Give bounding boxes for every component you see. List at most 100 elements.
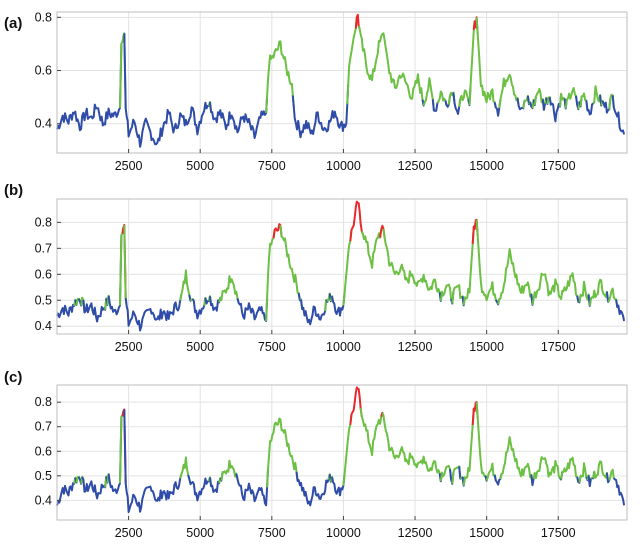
series-line-segment [179, 269, 192, 301]
series-line-segment [531, 272, 580, 306]
series-line-segment [179, 456, 191, 480]
x-tick-label: 15000 [469, 159, 504, 173]
x-tick-label: 7500 [258, 526, 286, 540]
series-line-segment [82, 298, 108, 323]
series-line-segment [458, 466, 462, 480]
series-line-segment [615, 299, 626, 322]
series-line-segment [349, 386, 363, 425]
y-tick-label: 0.5 [35, 469, 52, 483]
x-tick-label: 10000 [326, 340, 361, 354]
panel-label: (c) [4, 369, 22, 386]
series-line-segment [548, 93, 563, 123]
series-line-segment [187, 474, 211, 502]
plot-frame [56, 11, 628, 154]
series-line-segment [499, 436, 534, 486]
plot-frame [56, 384, 628, 521]
series-line-segment [382, 228, 442, 302]
series-line-segment [462, 408, 475, 486]
y-tick-label: 0.5 [35, 293, 52, 307]
series-line-segment [436, 90, 448, 106]
series-line-segment [123, 224, 128, 307]
series-line-segment [56, 299, 77, 319]
series-line-segment [191, 297, 207, 320]
x-tick-label: 5000 [186, 340, 214, 354]
series-line-segment [349, 200, 364, 242]
series-line-segment [560, 456, 580, 483]
series-line-segment [587, 475, 593, 488]
series-line-segment [331, 473, 346, 497]
series-line-segment [56, 477, 77, 506]
series-line-segment [291, 84, 350, 139]
y-tick-label: 0.8 [35, 10, 52, 24]
series-line-segment [497, 248, 534, 306]
series-line-segment [279, 224, 301, 301]
series-line-segment [81, 476, 108, 500]
series-line-segment [357, 25, 425, 106]
x-tick-label: 15000 [469, 526, 504, 540]
x-tick-label: 2500 [115, 159, 143, 173]
x-tick-label: 17500 [541, 340, 576, 354]
series-line-segment [381, 412, 442, 482]
series-line-segment [119, 411, 125, 484]
x-tick-label: 15000 [469, 340, 504, 354]
y-tick-label: 0.4 [35, 319, 52, 333]
series-line-segment [209, 477, 222, 493]
x-tick-label: 12500 [398, 526, 433, 540]
y-tick-label: 0.4 [35, 493, 52, 507]
series-line-segment [209, 96, 269, 139]
series-line-segment [295, 471, 331, 507]
series-line-segment [439, 283, 454, 304]
series-line-segment [578, 280, 591, 307]
series-line-segment [360, 229, 383, 269]
x-tick-label: 12500 [398, 340, 433, 354]
series-line-segment [300, 299, 328, 326]
series-line-segment [585, 100, 596, 116]
series-line-segment [588, 278, 610, 307]
series-line-segment [439, 464, 453, 482]
series-line-segment [218, 275, 240, 303]
series-line-segment [578, 462, 589, 483]
series-line-segment [458, 89, 471, 107]
series-line-segment [498, 73, 520, 109]
series-line-segment [107, 416, 123, 495]
series-line-segment [475, 219, 498, 303]
series-line-segment [342, 229, 353, 306]
series-line-segment [209, 296, 222, 312]
series-line-segment [462, 226, 475, 306]
series-line-segment [607, 287, 619, 308]
series-line-segment [236, 298, 269, 322]
series-line-segment [123, 33, 211, 148]
series-line-segment [124, 294, 183, 332]
series-line-segment [272, 223, 283, 239]
panel-a: 2500 5000 7500 10000 12500 15000 17500 0.4 0.6 0.… [4, 10, 628, 173]
series-line-segment [265, 40, 295, 114]
series-line-segment [611, 95, 626, 135]
series-line-segment [359, 407, 384, 456]
x-tick-label: 10000 [326, 526, 361, 540]
y-tick-label: 0.7 [35, 420, 52, 434]
panel-label: (b) [4, 182, 23, 199]
series-line-segment [451, 284, 465, 306]
plot-frame [56, 198, 628, 335]
x-tick-label: 10000 [326, 159, 361, 173]
x-tick-label: 12500 [398, 159, 433, 173]
x-tick-label: 2500 [115, 340, 143, 354]
y-tick-label: 0.8 [35, 395, 52, 409]
x-tick-label: 17500 [541, 159, 576, 173]
series-line-segment [107, 234, 123, 316]
series-line-segment [331, 292, 346, 317]
series-line-segment [475, 17, 497, 108]
panel-b: 2500 5000 7500 10000 12500 15000 17500 0.4 0.5 0.… [4, 182, 628, 354]
series-line-segment [342, 414, 353, 486]
panel-label: (a) [4, 15, 22, 32]
series-line-segment [119, 227, 125, 306]
x-tick-label: 17500 [541, 526, 576, 540]
series-line-segment [422, 77, 435, 111]
series-line-segment [123, 409, 183, 514]
y-tick-label: 0.6 [35, 64, 52, 78]
series-line-segment [564, 87, 579, 109]
series-line-segment [475, 402, 488, 481]
x-tick-label: 5000 [186, 526, 214, 540]
series-line-segment [468, 21, 476, 106]
